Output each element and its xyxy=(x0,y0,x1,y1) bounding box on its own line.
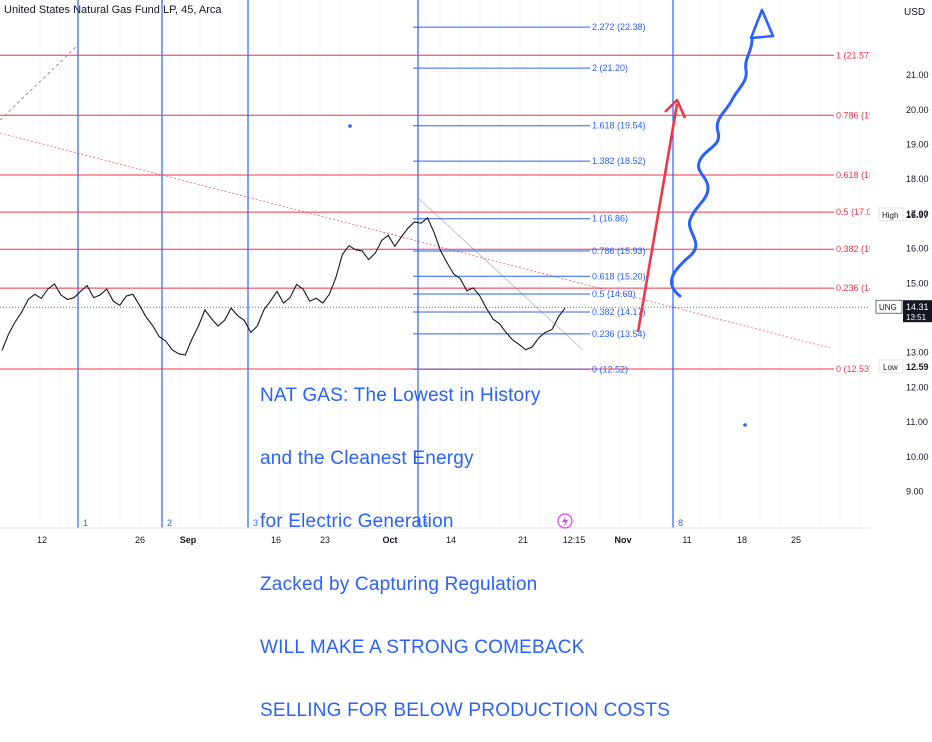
cycle-marker-label: 2 xyxy=(167,518,172,528)
fib-red-label: 1 (21.57) xyxy=(836,50,872,60)
red-arrow-shaft xyxy=(636,103,679,333)
low-tag-value: 12.59 xyxy=(906,362,929,372)
fib-red-label-bg xyxy=(834,168,906,180)
cycle-marker-label: 1 xyxy=(83,518,88,528)
price-tick-label: 9.00 xyxy=(906,486,924,496)
annotation-line: for Electric Generation xyxy=(260,511,454,532)
annotation-line: SELLING FOR BELOW PRODUCTION COSTS xyxy=(260,700,671,721)
fib-red-label: 0.618 (18.12) xyxy=(836,170,890,180)
time-axis[interactable]: 12 26 Sep 16 23 Oct 14 21 12:15 Nov 11 18 25 xyxy=(0,527,870,545)
fib-blue-label: 0.618 (15.20) xyxy=(592,271,646,281)
time-tick-label: 16 xyxy=(271,535,281,545)
cycle-vertical-lines xyxy=(77,0,674,528)
fib-red-label: 0.5 (17.05) xyxy=(836,207,880,217)
time-tick-label: 26 xyxy=(135,535,145,545)
time-tick-label: Nov xyxy=(614,535,631,545)
price-tick-label: 17.00 xyxy=(906,209,929,219)
cycle-marker-label: 8 xyxy=(678,518,683,528)
red-arrow xyxy=(636,98,687,333)
price-tick-label: 15.00 xyxy=(906,278,929,288)
cycle-markers: 1 2 3 5 8 xyxy=(83,518,683,528)
fib-red-label: 0.236 (14.86) xyxy=(836,283,890,293)
fib-retracement-red: 1 (21.57) 0.786 (19.84) 0.618 (18.12) 0.5 (… xyxy=(0,49,906,374)
trend-lines xyxy=(0,44,831,351)
time-tick-label: 23 xyxy=(320,535,330,545)
annotation-text: NAT GAS: The Lowest in History and the C… xyxy=(260,343,670,742)
cycle-marker-label: 3 xyxy=(253,518,258,528)
fib-blue-label: 2 (21.20) xyxy=(592,63,628,73)
price-tick-label: 10.00 xyxy=(906,452,929,462)
high-tag-label: High xyxy=(882,211,898,220)
price-tick-label: 20.00 xyxy=(906,105,929,115)
marker-dot xyxy=(348,124,352,128)
time-tick-label: 21 xyxy=(518,535,528,545)
current-price-bg xyxy=(903,300,932,323)
current-price-value: 14.31 xyxy=(906,302,929,312)
fib-red-label-bg xyxy=(834,206,896,218)
price-tick-label: 13.00 xyxy=(906,348,929,358)
fib-red-label-bg xyxy=(834,282,906,294)
price-tick-label: 16.00 xyxy=(906,244,929,254)
fib-blue-label: 0.5 (14.69) xyxy=(592,289,636,299)
cycle-marker-label: 5 xyxy=(423,518,428,528)
blue-wave-projection xyxy=(670,38,754,298)
fib-blue-label: 0.786 (15.93) xyxy=(592,246,646,256)
fib-blue-label: 2.272 (22.38) xyxy=(592,22,646,32)
fib-red-label-bg xyxy=(834,243,906,255)
current-price-time: 13:51 xyxy=(906,313,927,322)
marker-dot xyxy=(743,423,747,427)
symbol-tag-bg xyxy=(875,299,903,314)
time-tick-label: Sep xyxy=(180,535,197,545)
price-axis[interactable]: 9.0010.0011.0012.0013.0014.0015.0016.001… xyxy=(870,0,932,550)
lightning-icon[interactable] xyxy=(557,513,573,529)
time-tick-label: 12 xyxy=(37,535,47,545)
fib-diagonal-line xyxy=(417,197,584,351)
price-tick-label: 21.00 xyxy=(906,70,929,80)
fib-blue-label: 0.236 (13.54) xyxy=(592,329,646,339)
red-arrow-head xyxy=(664,98,687,119)
price-series-line xyxy=(1,217,566,356)
high-tag-value: 16.97 xyxy=(906,210,929,220)
fib-blue-label: 1.618 (19.54) xyxy=(592,121,646,131)
time-tick-label: 18 xyxy=(737,535,747,545)
dashed-trendline xyxy=(0,44,79,121)
low-tag-bg xyxy=(878,359,904,374)
symbol-tag-label: UNG xyxy=(879,303,897,312)
annotation-line: Zacked by Capturing Regulation xyxy=(260,574,538,595)
price-tick-label: 19.00 xyxy=(906,139,929,149)
price-tick-label: 12.00 xyxy=(906,382,929,392)
annotation-line: and the Cleanest Energy xyxy=(260,448,474,469)
fib-red-label: 0 (12.53) xyxy=(836,364,872,374)
fib-red-label: 0.382 (15.98) xyxy=(836,244,890,254)
currency-label: USD xyxy=(904,7,926,18)
price-axis-bg xyxy=(870,0,932,550)
low-tag-label: Low xyxy=(883,363,898,372)
price-tick-label: 11.00 xyxy=(906,417,928,427)
annotation-line: WILL MAKE A STRONG COMEBACK xyxy=(260,637,585,658)
high-tag-bg xyxy=(878,207,904,222)
dots xyxy=(348,124,747,427)
price-tick-label: 18.00 xyxy=(906,174,929,184)
fib-red-label: 0.786 (19.84) xyxy=(836,110,890,120)
time-tick-label: Oct xyxy=(382,535,397,545)
fib-red-label-bg xyxy=(834,49,885,61)
symbol-title: United States Natural Gas Fund LP, 45, A… xyxy=(4,4,222,16)
fib-red-label-bg xyxy=(834,109,906,121)
fib-red-label-bg xyxy=(834,362,885,374)
fib-blue-label: 1.382 (18.52) xyxy=(592,156,646,166)
time-tick-label: 14 xyxy=(446,535,456,545)
blue-triangle-target xyxy=(749,8,775,40)
fib-blue-label: 0.382 (14.17) xyxy=(592,307,646,317)
time-tick-label: 12:15 xyxy=(563,535,586,545)
time-tick-label: 11 xyxy=(682,535,691,545)
annotation-line: NAT GAS: The Lowest in History xyxy=(260,385,541,406)
price-chart[interactable]: 1 (21.57) 0.786 (19.84) 0.618 (18.12) 0.5 (… xyxy=(0,0,932,550)
time-tick-label: 25 xyxy=(791,535,801,545)
fib-blue-label: 1 (16.86) xyxy=(592,214,628,224)
fib-extension-blue: 2.272 (22.38) 2 (21.20) 1.618 (19.54) 1.382… xyxy=(413,22,646,374)
descending-trendline xyxy=(0,132,831,349)
fib-blue-label: 0 (12.52) xyxy=(592,364,628,374)
